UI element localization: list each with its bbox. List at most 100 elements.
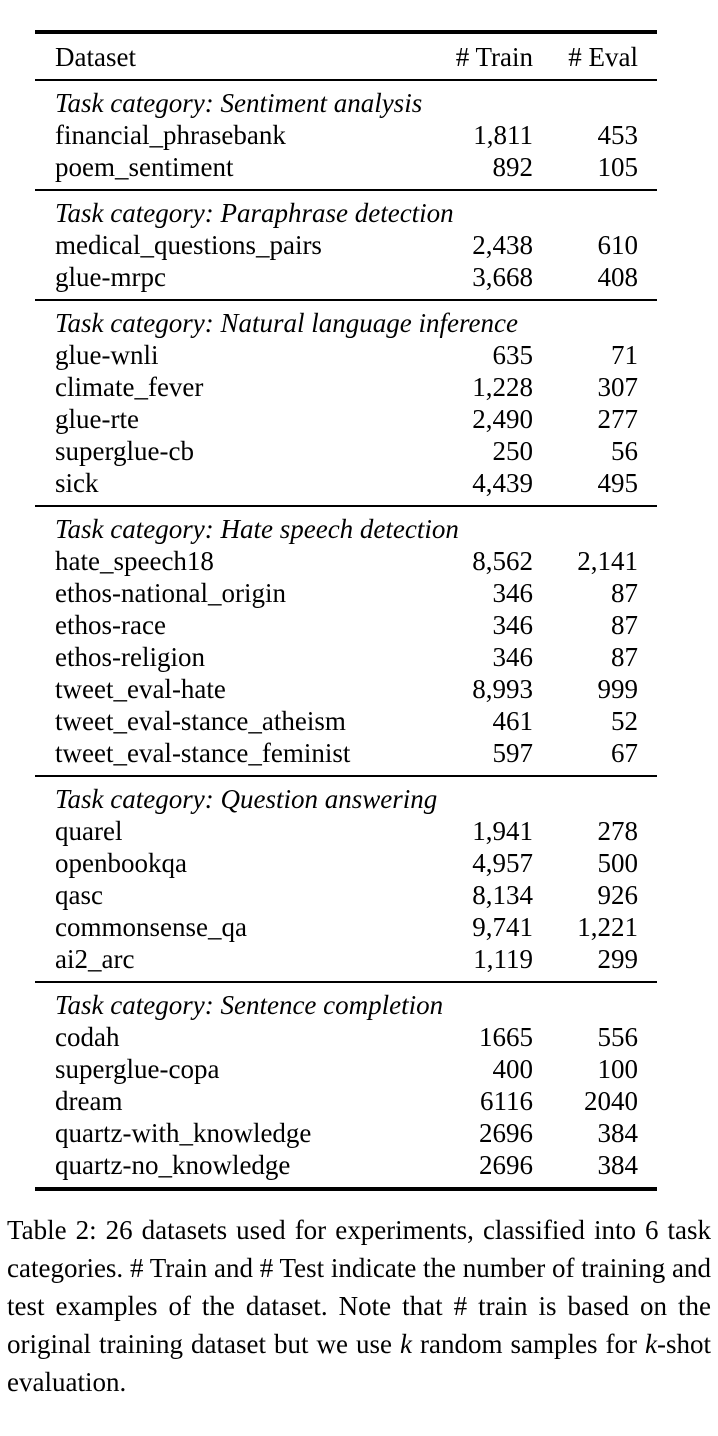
dataset-row: poem_sentiment 892 105 — [35, 151, 657, 190]
dataset-row: openbookqa 4,957 500 — [35, 847, 657, 879]
train-count: 2,438 — [472, 230, 533, 260]
dataset-name: sick — [55, 468, 99, 498]
eval-count: 2040 — [584, 1086, 638, 1116]
train-count: 1,811 — [473, 120, 533, 150]
dataset-row: quarel 1,941 278 — [35, 815, 657, 847]
task-category-row: Task category: Sentiment analysis — [35, 79, 657, 119]
dataset-name: tweet_eval-hate — [55, 674, 226, 704]
eval-count: 1,221 — [577, 912, 638, 942]
task-category-label: Task category: Natural language inferenc… — [35, 299, 657, 339]
dataset-name: commonsense_qa — [55, 912, 247, 942]
train-count: 1,228 — [472, 372, 533, 402]
train-count: 346 — [492, 642, 534, 672]
train-count: 2696 — [479, 1118, 533, 1148]
paper-page: Dataset # Train # Eval Task category: Se… — [0, 30, 718, 1401]
train-count: 892 — [492, 152, 534, 182]
dataset-row: codah 1665 556 — [35, 1021, 657, 1053]
caption-math-k: k — [400, 1329, 412, 1359]
eval-count: 408 — [597, 262, 639, 292]
eval-count: 610 — [597, 230, 639, 260]
dataset-name: quartz-with_knowledge — [55, 1118, 312, 1148]
dataset-row: superglue-cb 250 56 — [35, 435, 657, 467]
task-category-label: Task category: Sentence completion — [35, 981, 657, 1021]
table-header-row: Dataset # Train # Eval — [35, 32, 657, 81]
dataset-name: financial_phrasebank — [55, 120, 286, 150]
dataset-name: poem_sentiment — [55, 152, 234, 182]
task-category-row: Task category: Hate speech detection — [35, 505, 657, 545]
eval-count: 67 — [611, 738, 638, 768]
eval-count: 87 — [611, 642, 638, 672]
dataset-row: medical_questions_pairs 2,438 610 — [35, 229, 657, 261]
dataset-row: tweet_eval-stance_atheism 461 52 — [35, 705, 657, 737]
train-count: 8,562 — [472, 546, 533, 576]
train-count: 9,741 — [472, 912, 533, 942]
train-count: 635 — [492, 340, 534, 370]
eval-count: 495 — [597, 468, 639, 498]
task-category-label: Task category: Question answering — [35, 775, 657, 815]
dataset-name: codah — [55, 1022, 120, 1052]
dataset-row: glue-wnli 635 71 — [35, 339, 657, 371]
dataset-name: ai2_arc — [55, 944, 135, 974]
eval-count: 500 — [597, 848, 639, 878]
table-body: Task category: Sentiment analysis financ… — [35, 79, 657, 1189]
dataset-name: climate_fever — [55, 372, 204, 402]
dataset-name: hate_speech18 — [55, 546, 214, 576]
dataset-name: ethos-religion — [55, 642, 205, 672]
eval-count: 100 — [597, 1054, 639, 1084]
dataset-name: glue-wnli — [55, 340, 159, 370]
dataset-row: quartz-with_knowledge 2696 384 — [35, 1117, 657, 1149]
eval-count: 277 — [597, 404, 639, 434]
caption-text: random samples for — [411, 1329, 645, 1359]
dataset-name: ethos-national_origin — [55, 578, 286, 608]
dataset-name: openbookqa — [55, 848, 187, 878]
dataset-row: climate_fever 1,228 307 — [35, 371, 657, 403]
datasets-table: Dataset # Train # Eval Task category: Se… — [35, 30, 657, 1191]
task-category-row: Task category: Question answering — [35, 775, 657, 815]
eval-count: 105 — [597, 152, 639, 182]
train-count: 250 — [492, 436, 534, 466]
train-count: 2,490 — [472, 404, 533, 434]
dataset-row: superglue-copa 400 100 — [35, 1053, 657, 1085]
dataset-row: qasc 8,134 926 — [35, 879, 657, 911]
caption-text: Table 2: 26 datasets used for experiment… — [7, 1215, 711, 1359]
dataset-row: financial_phrasebank 1,811 453 — [35, 119, 657, 151]
eval-count: 384 — [597, 1150, 639, 1180]
task-category-row: Task category: Natural language inferenc… — [35, 299, 657, 339]
dataset-row: glue-rte 2,490 277 — [35, 403, 657, 435]
caption-text: -shot evaluation. — [7, 1329, 711, 1397]
dataset-name: dream — [55, 1086, 123, 1116]
dataset-name: quarel — [55, 816, 123, 846]
column-header-eval: # Eval — [533, 32, 657, 81]
dataset-row: ethos-national_origin 346 87 — [35, 577, 657, 609]
dataset-row: tweet_eval-stance_feminist 597 67 — [35, 737, 657, 776]
task-category-label: Task category: Paraphrase detection — [35, 189, 657, 229]
train-count: 2696 — [479, 1150, 533, 1180]
eval-count: 999 — [597, 674, 639, 704]
dataset-name: ethos-race — [55, 610, 166, 640]
train-count: 1,941 — [472, 816, 533, 846]
dataset-name: medical_questions_pairs — [55, 230, 322, 260]
eval-count: 87 — [611, 578, 638, 608]
dataset-name: superglue-copa — [55, 1054, 220, 1084]
dataset-name: tweet_eval-stance_feminist — [55, 738, 351, 768]
task-category-label: Task category: Sentiment analysis — [35, 79, 657, 119]
dataset-row: hate_speech18 8,562 2,141 — [35, 545, 657, 577]
task-category-row: Task category: Sentence completion — [35, 981, 657, 1021]
train-count: 4,957 — [472, 848, 533, 878]
column-header-train: # Train — [375, 32, 533, 81]
column-header-dataset: Dataset — [35, 32, 375, 81]
table-caption: Table 2: 26 datasets used for experiment… — [7, 1211, 711, 1401]
eval-count: 278 — [597, 816, 639, 846]
eval-count: 299 — [597, 944, 639, 974]
dataset-row: ai2_arc 1,119 299 — [35, 943, 657, 982]
train-count: 8,134 — [472, 880, 533, 910]
dataset-row: commonsense_qa 9,741 1,221 — [35, 911, 657, 943]
eval-count: 56 — [611, 436, 638, 466]
dataset-row: tweet_eval-hate 8,993 999 — [35, 673, 657, 705]
train-count: 597 — [492, 738, 534, 768]
dataset-row: ethos-religion 346 87 — [35, 641, 657, 673]
train-count: 461 — [492, 706, 534, 736]
eval-count: 307 — [597, 372, 639, 402]
train-count: 346 — [492, 610, 534, 640]
dataset-name: quartz-no_knowledge — [55, 1150, 291, 1180]
